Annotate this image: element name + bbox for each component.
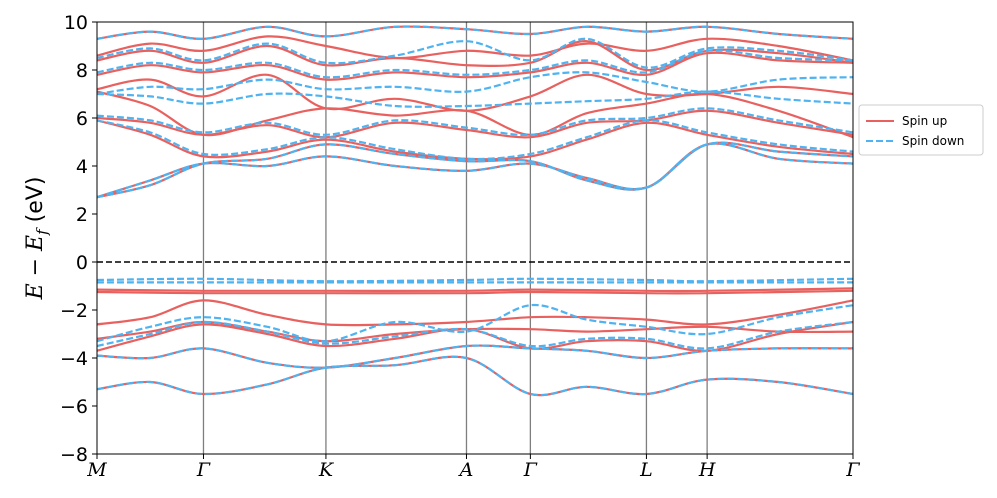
spin-down-band — [97, 277, 853, 283]
y-axis-label-tail: (eV) — [23, 177, 48, 230]
legend-label-spin-down: Spin down — [902, 134, 964, 148]
legend: Spin up Spin down — [858, 104, 984, 156]
band-lines — [97, 25, 853, 397]
spin-down-band — [97, 71, 853, 96]
y-tick-label: −2 — [60, 300, 88, 322]
spin-up-band — [97, 287, 853, 293]
y-tick-label: 6 — [76, 108, 88, 130]
y-tick-label: −4 — [60, 348, 88, 370]
spin-down-series — [97, 25, 853, 397]
k-point-label: A — [458, 459, 474, 481]
y-axis-label-main: E − E — [23, 235, 48, 301]
y-axis-ticks: −8 −6 −4 −2 0 2 4 6 8 10 — [60, 12, 97, 466]
spin-up-band — [97, 35, 853, 62]
legend-label-spin-up: Spin up — [902, 114, 947, 128]
spin-up-band — [97, 119, 853, 161]
spin-down-band — [97, 49, 853, 79]
spin-down-band — [97, 107, 853, 137]
y-tick-label: 10 — [64, 12, 88, 34]
spin-down-band — [97, 119, 853, 161]
y-tick-label: 4 — [76, 156, 88, 178]
spin-up-band — [97, 289, 853, 295]
y-tick-label: 8 — [76, 60, 88, 82]
spin-down-band — [97, 320, 853, 350]
k-point-label: Γ — [845, 459, 860, 481]
spin-down-band — [97, 37, 853, 69]
y-axis-label-sub: f — [33, 227, 51, 236]
plot-frame — [96, 21, 854, 455]
y-tick-label: −8 — [60, 444, 88, 466]
y-axis-label: E − Ef (eV) — [23, 177, 51, 301]
spin-up-band — [97, 51, 853, 81]
spin-down-band — [97, 90, 853, 108]
spin-down-band — [97, 344, 853, 369]
spin-up-band — [97, 299, 853, 327]
spin-up-band — [97, 73, 853, 112]
spin-down-band — [97, 25, 853, 40]
k-point-label: Γ — [523, 459, 538, 481]
k-point-label: K — [318, 459, 335, 481]
k-point-label: H — [698, 459, 716, 481]
k-point-label: M — [86, 459, 107, 481]
legend-box — [858, 104, 984, 156]
k-point-label: Γ — [196, 459, 211, 481]
spin-down-band — [97, 355, 853, 397]
y-tick-label: −6 — [60, 396, 88, 418]
k-point-label: L — [639, 459, 653, 481]
spin-down-band — [97, 141, 853, 199]
plot-area — [97, 22, 853, 454]
y-tick-label: 0 — [76, 252, 88, 274]
y-tick-label: 2 — [76, 204, 88, 226]
